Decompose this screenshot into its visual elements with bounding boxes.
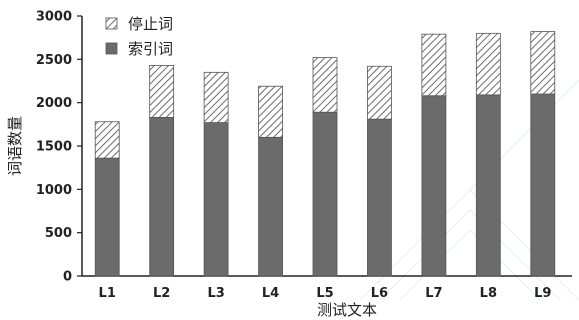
x-axis-ticks: L1 L2 L3 L4 L5 L6 L7 L8 L9 [99,286,552,301]
bar-segment-index-terms [94,157,120,277]
bar-segment-index-terms [475,94,501,277]
bars [94,31,556,277]
legend-swatch-stopwords [105,17,118,30]
y-tick-label: 2500 [36,53,72,68]
x-axis-title: 测试文本 [317,301,377,319]
bar-segment-stopwords [475,32,501,96]
bar-segment-stopwords [94,121,120,159]
x-tick-label: L8 [480,286,497,301]
y-tick-label: 3000 [36,10,72,25]
x-tick-label: L3 [207,286,224,301]
bar-segment-index-terms [203,122,229,277]
legend-label-index-terms: 索引词 [128,40,173,58]
bar-segment-index-terms [258,136,283,277]
bar-segment-stopwords [421,33,447,97]
bar-segment-index-terms [149,117,175,277]
bar-segment-stopwords [312,57,338,113]
y-tick-label: 500 [45,226,72,241]
bar-segment-stopwords [258,85,283,138]
y-axis-ticks: 0 500 1000 1500 2000 2500 3000 [36,10,82,285]
x-tick-label: L5 [316,286,333,301]
x-tick-label: L4 [262,286,279,301]
y-tick-label: 1500 [36,140,72,155]
bar-segment-index-terms [530,93,556,277]
legend-swatch-index-terms [105,42,118,55]
bar-segment-index-terms [367,118,392,277]
legend: 停止词 索引词 [105,15,173,58]
y-tick-label: 1000 [36,183,72,198]
x-tick-label: L2 [153,286,170,301]
x-tick-label: L9 [534,286,551,301]
y-tick-label: 0 [63,270,72,285]
bar-segment-index-terms [312,111,338,277]
legend-label-stopwords: 停止词 [128,15,173,33]
y-tick-label: 2000 [36,96,72,111]
x-tick-label: L7 [425,286,442,301]
bar-segment-stopwords [530,31,556,95]
bar-segment-index-terms [421,95,447,277]
y-axis-title: 词语数量 [6,116,24,176]
x-tick-label: L1 [99,286,116,301]
bar-segment-stopwords [203,71,229,124]
bar-segment-stopwords [149,65,175,118]
bar-segment-stopwords [367,65,392,120]
x-tick-label: L6 [371,286,388,301]
